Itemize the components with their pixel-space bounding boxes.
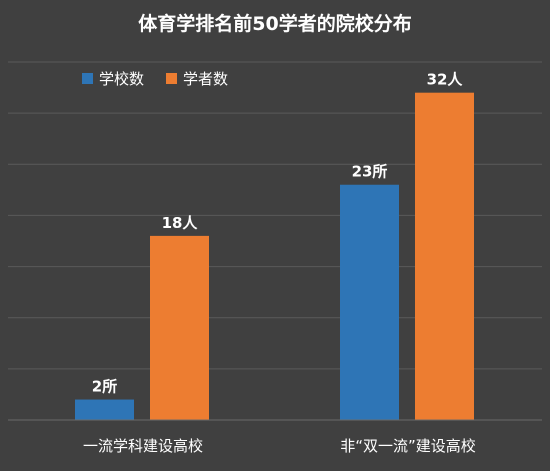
- bar-schools: [340, 184, 399, 420]
- x-tick-label: 一流学科建设高校: [83, 437, 203, 455]
- data-label-scholars: 18人: [162, 214, 199, 232]
- chart-title: 体育学排名前50学者的院校分布: [138, 12, 411, 35]
- bar-scholars: [150, 235, 209, 420]
- bar-scholars: [415, 92, 474, 420]
- data-label-schools: 2所: [92, 378, 117, 396]
- data-label-scholars: 32人: [427, 71, 464, 89]
- legend-swatch-scholars: [166, 73, 177, 84]
- gridlines: [8, 61, 542, 370]
- bars: 2所 18人 23所 32人: [75, 71, 474, 420]
- bar-schools: [75, 399, 134, 420]
- x-tick-label: 非“双一流”建设高校: [340, 437, 476, 455]
- legend-swatch-schools: [82, 73, 93, 84]
- data-label-schools: 23所: [352, 163, 388, 181]
- legend: 学校数 学者数: [82, 70, 228, 88]
- legend-label-scholars: 学者数: [183, 70, 228, 88]
- legend-label-schools: 学校数: [99, 70, 144, 88]
